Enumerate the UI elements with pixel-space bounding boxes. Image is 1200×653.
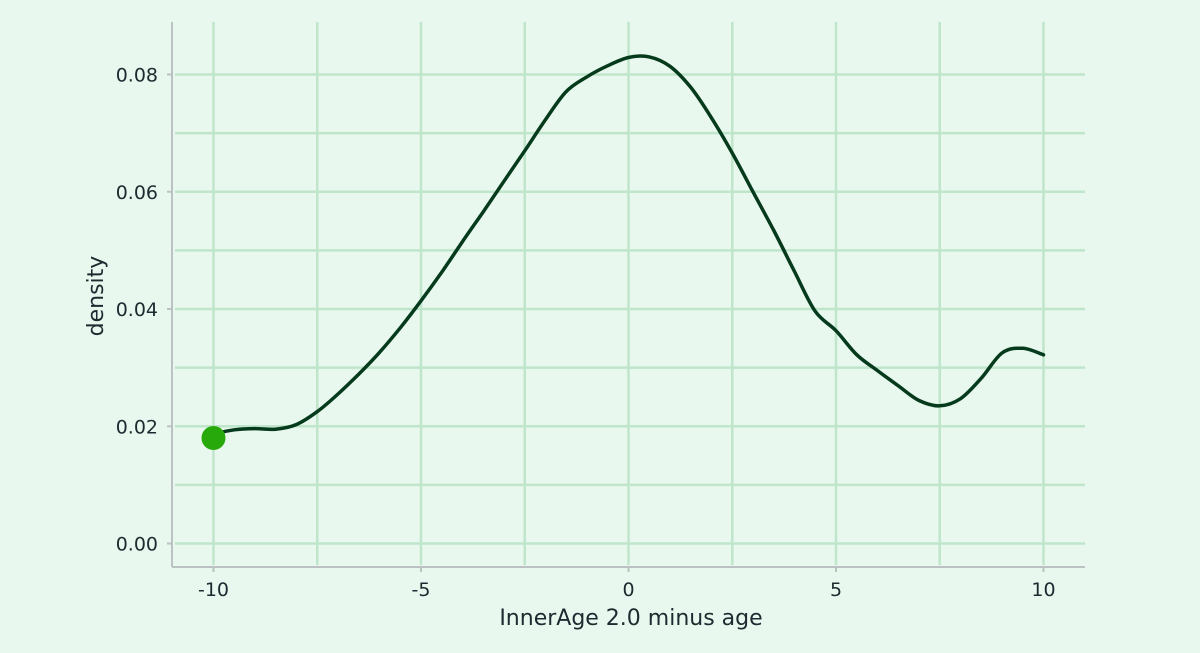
axes-layer (167, 22, 1085, 572)
x-tick-label: 5 (830, 579, 842, 601)
x-tick-label: 10 (1031, 579, 1055, 601)
y-tick-label: 0.00 (116, 534, 158, 556)
y-axis-title: density (84, 256, 109, 337)
x-tick-label: 0 (622, 579, 634, 601)
y-tick-label: 0.06 (116, 182, 158, 204)
x-tick-label: -10 (198, 579, 229, 601)
tick-labels: -10 -5 0 5 10 0.00 0.02 0.04 0.06 0.08 (116, 64, 1056, 601)
y-tick-label: 0.08 (116, 64, 158, 86)
x-axis-title: InnerAge 2.0 minus age (499, 606, 762, 631)
y-tick-label: 0.02 (116, 416, 158, 438)
series-layer (201, 54, 1046, 451)
y-tick-label: 0.04 (116, 299, 158, 321)
highlight-point-marker (201, 426, 226, 451)
grid-layer (175, 22, 1085, 565)
x-tick-label: -5 (412, 579, 431, 601)
density-line (211, 54, 1046, 436)
